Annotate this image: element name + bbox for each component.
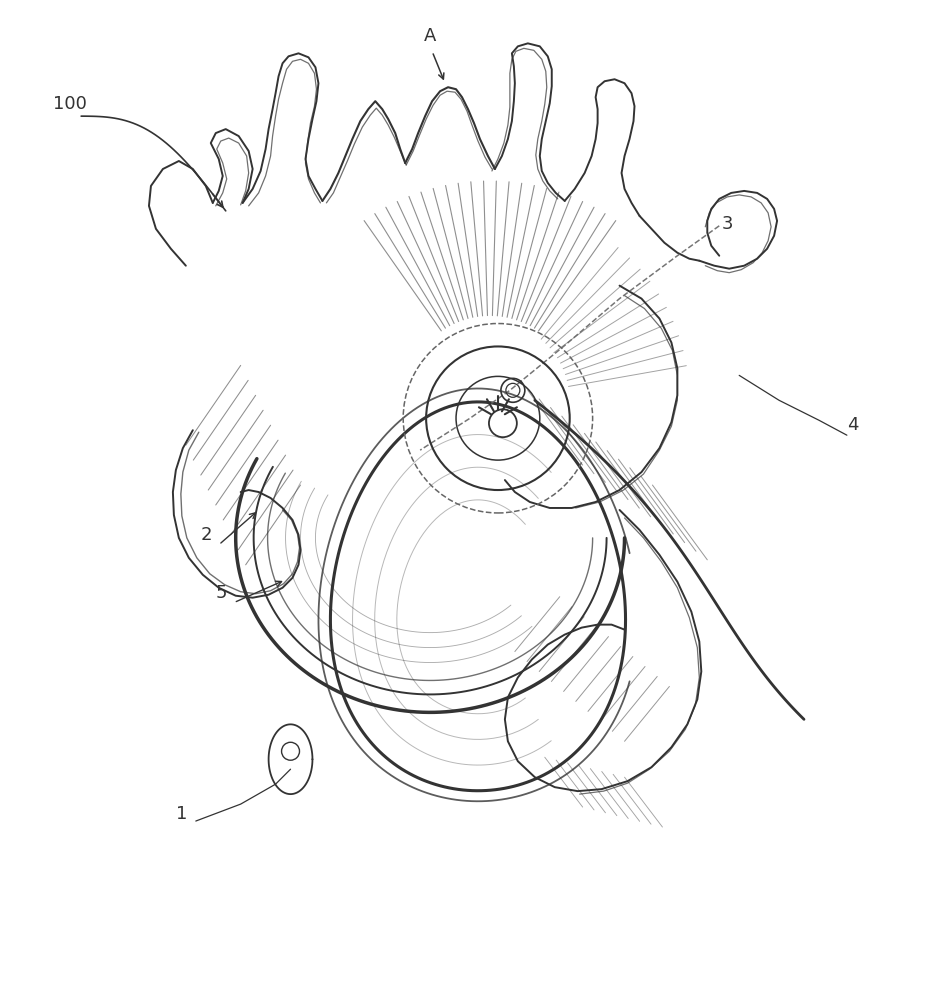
Text: 4: 4 [847, 416, 858, 434]
Text: 2: 2 [201, 526, 212, 544]
Text: 1: 1 [175, 805, 188, 823]
Text: 5: 5 [216, 584, 227, 602]
Text: 3: 3 [721, 215, 733, 233]
Text: 100: 100 [53, 95, 87, 113]
Text: A: A [424, 27, 436, 45]
